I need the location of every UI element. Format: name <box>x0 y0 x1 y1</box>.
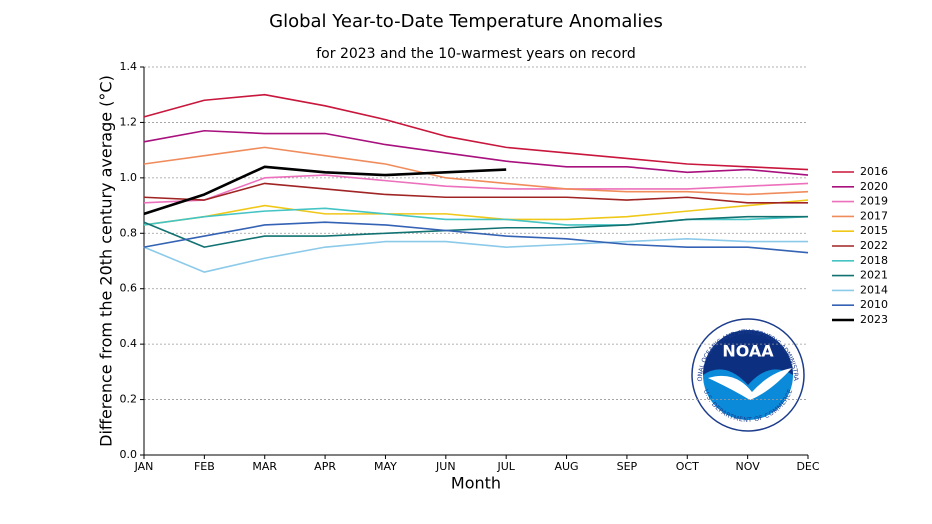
legend-label: 2016 <box>860 165 888 178</box>
series-line <box>143 182 808 204</box>
y-tick-label: 0.0 <box>120 448 138 461</box>
y-axis-label: Difference from the 20th century average… <box>97 75 116 447</box>
series-line <box>143 174 809 204</box>
legend-label: 2018 <box>860 254 888 267</box>
x-tick-label: MAR <box>252 460 277 473</box>
y-tick-label: 1.0 <box>120 171 138 184</box>
y-tick-label: 0.4 <box>120 337 138 350</box>
x-tick-label: SEP <box>617 460 638 473</box>
y-tick-label: 0.6 <box>120 282 138 295</box>
series-line <box>143 238 808 273</box>
series-line <box>143 146 809 196</box>
x-tick-label: APR <box>314 460 336 473</box>
logo-text: NOAA <box>722 342 774 361</box>
series-line <box>143 221 809 254</box>
legend-label: 2019 <box>860 195 888 208</box>
logo-gull <box>708 368 792 400</box>
series-line <box>143 93 809 171</box>
series-line <box>143 129 809 176</box>
x-tick-label: NOV <box>736 460 761 473</box>
x-tick-label: AUG <box>554 460 578 473</box>
x-tick-label: JAN <box>134 460 154 473</box>
legend-label: 2023 <box>860 313 888 326</box>
y-tick-label: 1.4 <box>120 60 138 73</box>
x-tick-label: MAY <box>374 460 397 473</box>
series-line <box>143 165 507 216</box>
legend-label: 2017 <box>860 209 888 222</box>
legend-label: 2014 <box>860 283 888 296</box>
legend-label: 2022 <box>860 239 888 252</box>
y-tick-label: 1.2 <box>120 115 138 128</box>
series-line <box>143 199 809 226</box>
legend-label: 2020 <box>860 180 888 193</box>
x-tick-label: JUN <box>435 460 456 473</box>
chart-title: Global Year-to-Date Temperature Anomalie… <box>269 11 663 32</box>
x-tick-label: JUL <box>496 460 515 473</box>
chart-subtitle: for 2023 and the 10-warmest years on rec… <box>316 46 635 62</box>
legend-label: 2010 <box>860 298 888 311</box>
x-tick-label: OCT <box>676 460 699 473</box>
legend-label: 2015 <box>860 224 888 237</box>
x-axis-label: Month <box>451 474 501 493</box>
legend-label: 2021 <box>860 269 888 282</box>
series-line <box>143 215 808 248</box>
x-tick-label: FEB <box>194 460 215 473</box>
y-tick-label: 0.2 <box>120 393 138 406</box>
y-tick-label: 0.8 <box>120 226 138 239</box>
x-tick-label: DEC <box>796 460 819 473</box>
